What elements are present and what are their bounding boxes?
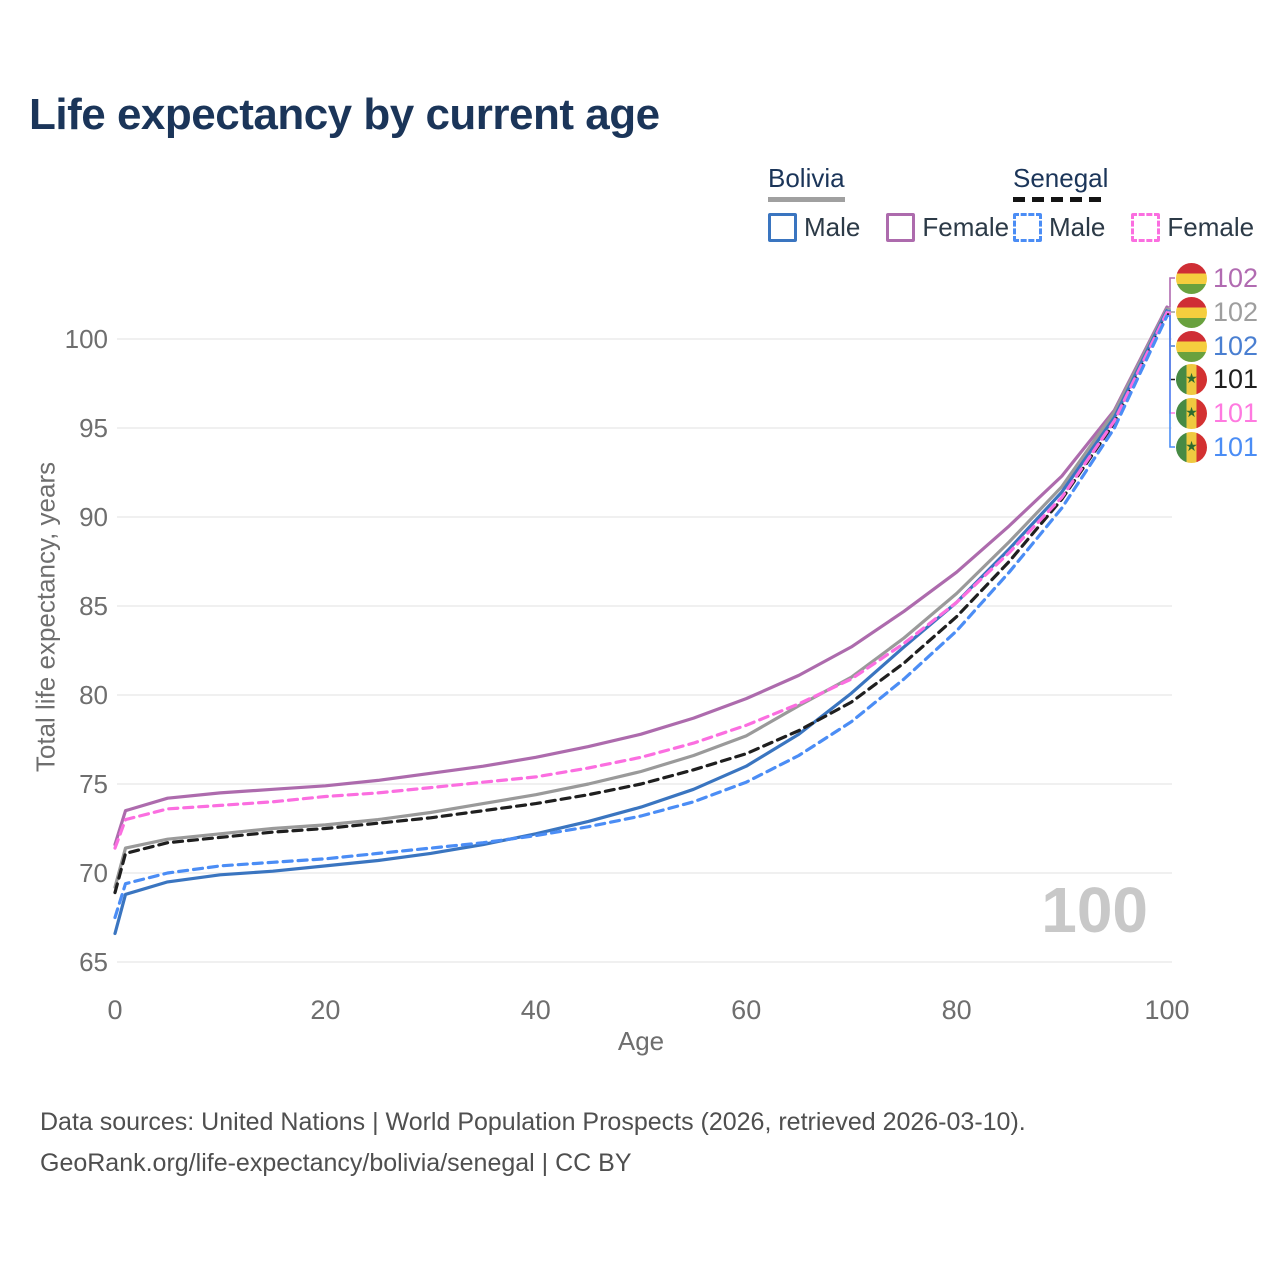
svg-text:60: 60 xyxy=(731,995,761,1025)
age-watermark: 100 xyxy=(1041,874,1148,946)
end-label-value: 102 xyxy=(1213,296,1259,327)
end-label-row: 101 xyxy=(1176,363,1258,395)
legend-senegal-male[interactable]: Male xyxy=(1013,212,1105,243)
svg-text:80: 80 xyxy=(942,995,972,1025)
svg-text:85: 85 xyxy=(79,591,108,621)
x-axis-title: Age xyxy=(617,1026,665,1056)
bolivia-female-swatch-icon xyxy=(886,213,916,242)
legend-senegal-header[interactable]: Senegal xyxy=(1013,163,1109,202)
senegal-female-swatch-icon xyxy=(1131,213,1161,242)
legend-group-bolivia: Bolivia Male Female xyxy=(768,163,1009,243)
end-label-row: 102 xyxy=(1176,330,1258,362)
bolivia-flag-icon xyxy=(1176,262,1207,294)
senegal-male-swatch-icon xyxy=(1013,213,1042,242)
legend-senegal-female-label: Female xyxy=(1167,212,1255,242)
footer-url-line: GeoRank.org/life-expectancy/bolivia/sene… xyxy=(40,1149,632,1177)
svg-text:100: 100 xyxy=(65,324,108,354)
bolivia-flag-icon xyxy=(1176,296,1207,328)
legend-senegal-label: Senegal xyxy=(1013,163,1109,193)
bolivia-flag-icon xyxy=(1176,330,1207,362)
bolivia-male-swatch-icon xyxy=(768,213,797,242)
end-label-value: 101 xyxy=(1213,363,1259,394)
svg-text:75: 75 xyxy=(79,769,108,799)
bolivia-solid-line-icon xyxy=(768,197,845,202)
end-label-value: 101 xyxy=(1213,397,1259,428)
senegal-flag-icon xyxy=(1176,431,1207,463)
footer-sources-line: Data sources: United Nations | World Pop… xyxy=(40,1108,1026,1136)
svg-text:100: 100 xyxy=(1144,995,1189,1025)
end-label-value: 102 xyxy=(1213,330,1259,361)
legend-bolivia-male[interactable]: Male xyxy=(768,212,860,243)
svg-text:20: 20 xyxy=(310,995,340,1025)
end-label-value: 101 xyxy=(1213,431,1259,462)
svg-text:0: 0 xyxy=(107,995,122,1025)
end-label-row: 102 xyxy=(1176,262,1258,294)
y-axis-title: Total life expectancy, years xyxy=(30,461,61,773)
legend-bolivia-male-label: Male xyxy=(804,212,861,242)
svg-text:70: 70 xyxy=(79,858,108,888)
legend-senegal-female[interactable]: Female xyxy=(1131,212,1254,243)
page-title: Life expectancy by current age xyxy=(29,90,660,139)
legend-group-senegal: Senegal Male Female xyxy=(1013,163,1254,243)
end-label-value: 102 xyxy=(1213,262,1259,293)
senegal-flag-icon xyxy=(1176,397,1207,429)
legend-senegal-male-label: Male xyxy=(1049,212,1106,242)
svg-text:40: 40 xyxy=(521,995,551,1025)
svg-text:65: 65 xyxy=(79,947,108,977)
svg-text:80: 80 xyxy=(79,680,108,710)
end-label-row: 102 xyxy=(1176,296,1258,328)
end-label-row: 101 xyxy=(1176,397,1258,429)
legend-bolivia-label: Bolivia xyxy=(768,163,845,193)
legend-bolivia-female[interactable]: Female xyxy=(886,212,1009,243)
senegal-dashed-line-icon xyxy=(1013,197,1109,202)
svg-text:95: 95 xyxy=(79,413,108,443)
svg-text:90: 90 xyxy=(79,502,108,532)
legend-bolivia-female-label: Female xyxy=(922,212,1010,242)
senegal-flag-icon xyxy=(1176,363,1207,395)
data-sources-footer: Data sources: United Nations | World Pop… xyxy=(40,1102,1026,1184)
end-label-row: 101 xyxy=(1176,431,1258,463)
legend-bolivia-header[interactable]: Bolivia xyxy=(768,163,845,202)
